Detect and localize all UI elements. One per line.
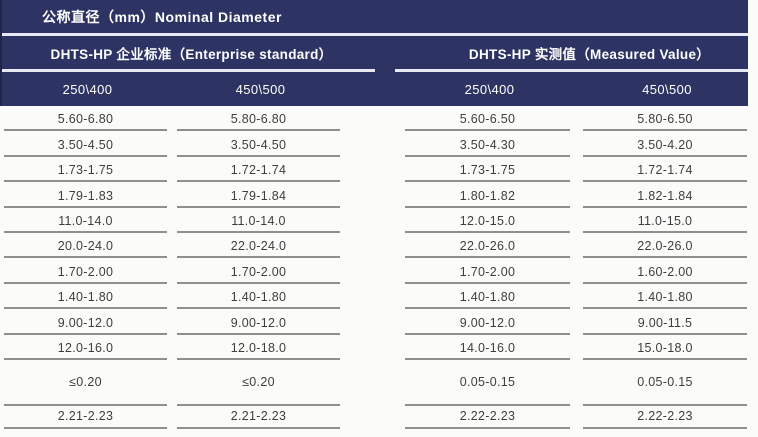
table-cell: 1.40-1.80 [583,284,747,310]
table-cell: 1.79-1.83 [4,182,167,208]
table-row: ≤0.20 ≤0.20 0.05-0.15 0.05-0.15 [0,360,758,406]
table-cell: 22.0-26.0 [405,233,570,259]
table-row: 9.00-12.0 9.00-12.0 9.00-12.0 9.00-11.5 [0,309,758,335]
table-cell: 1.72-1.74 [583,157,747,183]
header-divider-right [395,69,748,72]
table-cell: 9.00-12.0 [4,309,167,335]
subcolumn-header-row: 250\400 450\500 250\400 450\500 [2,72,748,106]
table-row: 2.21-2.23 2.21-2.23 2.22-2.23 2.22-2.23 [0,406,758,429]
table-cell: 11.0-14.0 [4,208,167,233]
table-cell: 2.21-2.23 [4,406,167,429]
table-cell: 1.70-2.00 [405,258,570,284]
table-row: 20.0-24.0 22.0-24.0 22.0-26.0 22.0-26.0 [0,233,758,259]
table-cell: 12.0-18.0 [177,335,340,360]
title-row: 公称直径（mm）Nominal Diameter [2,0,748,33]
table-row: 11.0-14.0 11.0-14.0 12.0-15.0 11.0-15.0 [0,208,758,233]
table-row: 1.73-1.75 1.72-1.74 1.73-1.75 1.72-1.74 [0,157,758,183]
table-cell: 1.80-1.82 [405,182,570,208]
table-cell: 5.60-6.80 [4,106,167,132]
table-cell: 1.40-1.80 [4,284,167,310]
table-cell: 2.21-2.23 [177,406,340,429]
table-cell: 20.0-24.0 [4,233,167,259]
table-row: 12.0-16.0 12.0-18.0 14.0-16.0 15.0-18.0 [0,335,758,360]
table-cell: 1.72-1.74 [177,157,340,183]
column-header-std-450-500: 450\500 [235,81,286,97]
table-cell: 5.60-6.50 [405,106,570,132]
table-cell: 1.60-2.00 [583,258,747,284]
table-cell: 12.0-16.0 [4,335,167,360]
table-cell: 1.40-1.80 [177,284,340,310]
table-cell: 3.50-4.30 [405,131,570,157]
table-cell: 22.0-26.0 [583,233,747,259]
table-row: 3.50-4.50 3.50-4.50 3.50-4.30 3.50-4.20 [0,131,758,157]
table-cell: 1.73-1.75 [4,157,167,183]
table-cell: 15.0-18.0 [583,335,747,360]
table-cell: 12.0-15.0 [405,208,570,233]
table-cell: 1.70-2.00 [4,258,167,284]
table-cell: 9.00-11.5 [583,309,747,335]
table-row: 1.79-1.83 1.79-1.84 1.80-1.82 1.82-1.84 [0,182,758,208]
table-cell: 3.50-4.50 [4,131,167,157]
table-cell: 2.22-2.23 [583,406,747,429]
header-divider [2,33,748,36]
column-header-meas-250-400: 250\400 [464,81,515,97]
table-cell: 1.70-2.00 [177,258,340,284]
table-cell: ≤0.20 [177,360,340,406]
column-header-meas-450-500: 450\500 [642,81,692,97]
table-cell: 1.40-1.80 [405,284,570,310]
table-cell: 9.00-12.0 [405,309,570,335]
table-cell: 3.50-4.20 [583,131,747,157]
table-cell: 3.50-4.50 [177,131,340,157]
table-row: 1.70-2.00 1.70-2.00 1.70-2.00 1.60-2.00 [0,258,758,284]
table-cell: 22.0-24.0 [177,233,340,259]
column-group-row: DHTS-HP 企业标准（Enterprise standard） DHTS-H… [2,36,748,69]
page-title: 公称直径（mm）Nominal Diameter [42,8,282,25]
table-cell: 2.22-2.23 [405,406,570,429]
table-cell: 1.82-1.84 [583,182,747,208]
table-row: 5.60-6.80 5.80-6.80 5.60-6.50 5.80-6.50 [0,106,758,132]
table-cell: 1.79-1.84 [177,182,340,208]
table-cell: 0.05-0.15 [405,360,570,406]
table-cell: 11.0-14.0 [177,208,340,233]
table-cell: 5.80-6.50 [583,106,747,132]
header-divider-left [2,69,375,72]
table-cell: 11.0-15.0 [583,208,747,233]
table-header: 公称直径（mm）Nominal Diameter DHTS-HP 企业标准（En… [0,0,748,106]
column-group-measured-value: DHTS-HP 实测值（Measured Value） [468,46,711,62]
table-cell: 9.00-12.0 [177,309,340,335]
table-cell: 5.80-6.80 [177,106,340,132]
table-cell: ≤0.20 [4,360,167,406]
table-cell: 14.0-16.0 [405,335,570,360]
table-cell: 1.73-1.75 [405,157,570,183]
table-cell: 0.05-0.15 [583,360,747,406]
table-body: 5.60-6.80 5.80-6.80 5.60-6.50 5.80-6.50 … [0,106,758,429]
column-header-std-250-400: 250\400 [62,81,113,97]
column-group-enterprise-standard: DHTS-HP 企业标准（Enterprise standard） [50,46,333,62]
table-row: 1.40-1.80 1.40-1.80 1.40-1.80 1.40-1.80 [0,284,758,310]
